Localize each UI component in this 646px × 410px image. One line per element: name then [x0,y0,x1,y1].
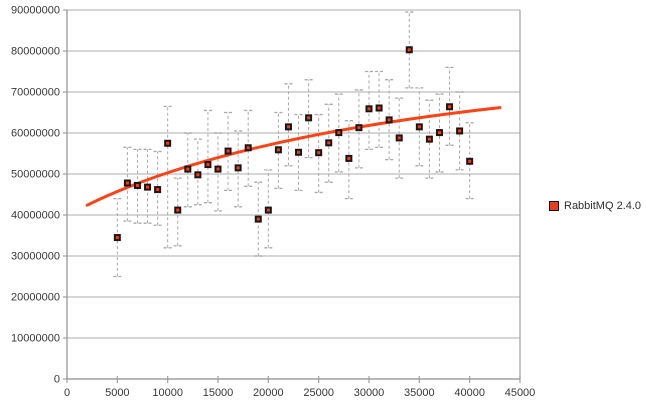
data-point-marker-core [437,131,441,135]
data-point-marker-core [186,167,190,171]
data-point-marker-core [327,141,331,145]
y-tick-label: 0 [54,374,60,386]
data-point-marker-core [458,129,462,133]
data-point-marker-core [125,181,129,185]
y-tick-label: 30000000 [11,251,60,263]
x-tick-label: 15000 [203,387,234,399]
data-point-marker-core [377,106,381,110]
x-tick-label: 25000 [303,387,334,399]
x-tick-label: 0 [64,387,70,399]
data-point-marker-core [297,150,301,154]
x-tick-label: 35000 [404,387,435,399]
data-point-marker-core [427,137,431,141]
y-tick-label: 10000000 [11,333,60,345]
data-point-marker-core [196,173,200,177]
data-point-marker-core [216,167,220,171]
trend-line [85,106,502,207]
data-point-marker-core [256,217,260,221]
data-point-marker-core [397,136,401,140]
y-tick-label: 90000000 [11,5,60,17]
data-point-marker-core [468,159,472,163]
data-point-marker-core [337,131,341,135]
data-point-marker-core [266,208,270,212]
data-point-marker-core [417,125,421,129]
x-tick-label: 20000 [253,387,284,399]
x-tick-label: 40000 [454,387,485,399]
data-point-marker-core [357,126,361,130]
data-point-marker-core [317,151,321,155]
y-tick-label: 40000000 [11,210,60,222]
data-point-marker-core [206,163,210,167]
data-point-marker-core [236,166,240,170]
y-tick-label: 70000000 [11,87,60,99]
data-point-marker-core [387,118,391,122]
data-point-marker-core [307,116,311,120]
legend-series-marker-icon [549,201,559,211]
y-tick-label: 20000000 [11,292,60,304]
data-point-marker-core [347,156,351,160]
y-tick-label: 80000000 [11,46,60,58]
data-point-marker-core [276,148,280,152]
data-point-marker-core [407,48,411,52]
x-tick-label: 45000 [505,387,536,399]
data-point-marker-core [146,185,150,189]
data-point-marker-core [135,183,139,187]
data-point-marker-core [156,188,160,192]
x-tick-label: 10000 [152,387,183,399]
legend: RabbitMQ 2.4.0 [549,200,641,212]
data-point-marker-core [367,107,371,111]
y-tick-label: 60000000 [11,128,60,140]
legend-series-label: RabbitMQ 2.4.0 [564,200,642,212]
data-point-marker-core [176,208,180,212]
x-tick-label: 5000 [105,387,129,399]
data-point-marker-core [448,105,452,109]
data-point-marker-core [115,236,119,240]
data-point-marker-core [286,125,290,129]
data-point-marker-core [166,141,170,145]
data-point-marker-core [246,146,250,150]
x-tick-label: 30000 [354,387,385,399]
y-tick-label: 50000000 [11,169,60,181]
data-point-marker-core [226,149,230,153]
